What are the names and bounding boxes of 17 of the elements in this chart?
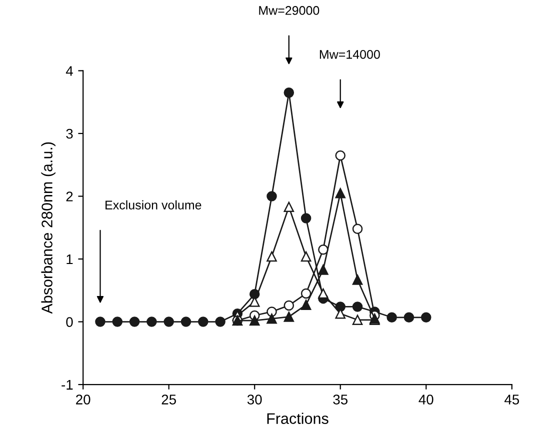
x-axis-title: Fractions (267, 412, 328, 424)
y-axis-title: Absorbance 280nm (a.u.) (41, 142, 56, 314)
y-tick-label: 3 (66, 128, 73, 139)
x-tick-label: 25 (162, 394, 176, 404)
annotation: Exclusion volume (106, 200, 202, 210)
x-tick-label: 40 (418, 394, 434, 404)
text: Mw=14000 (320, 50, 380, 59)
text: Mw=29000 (259, 6, 320, 15)
y-tick-label: -1 (62, 380, 73, 390)
x-tick-label: 35 (333, 394, 348, 404)
y-tick-label: 1 (66, 254, 73, 264)
y-tick-label: 0 (66, 317, 73, 327)
y-tick-label: 2 (66, 192, 73, 202)
x-tick-label: 30 (247, 394, 262, 404)
x-tick-label: 45 (504, 394, 520, 404)
y-tick-label: 4 (66, 66, 73, 76)
x-tick-label: 20 (76, 394, 90, 404)
